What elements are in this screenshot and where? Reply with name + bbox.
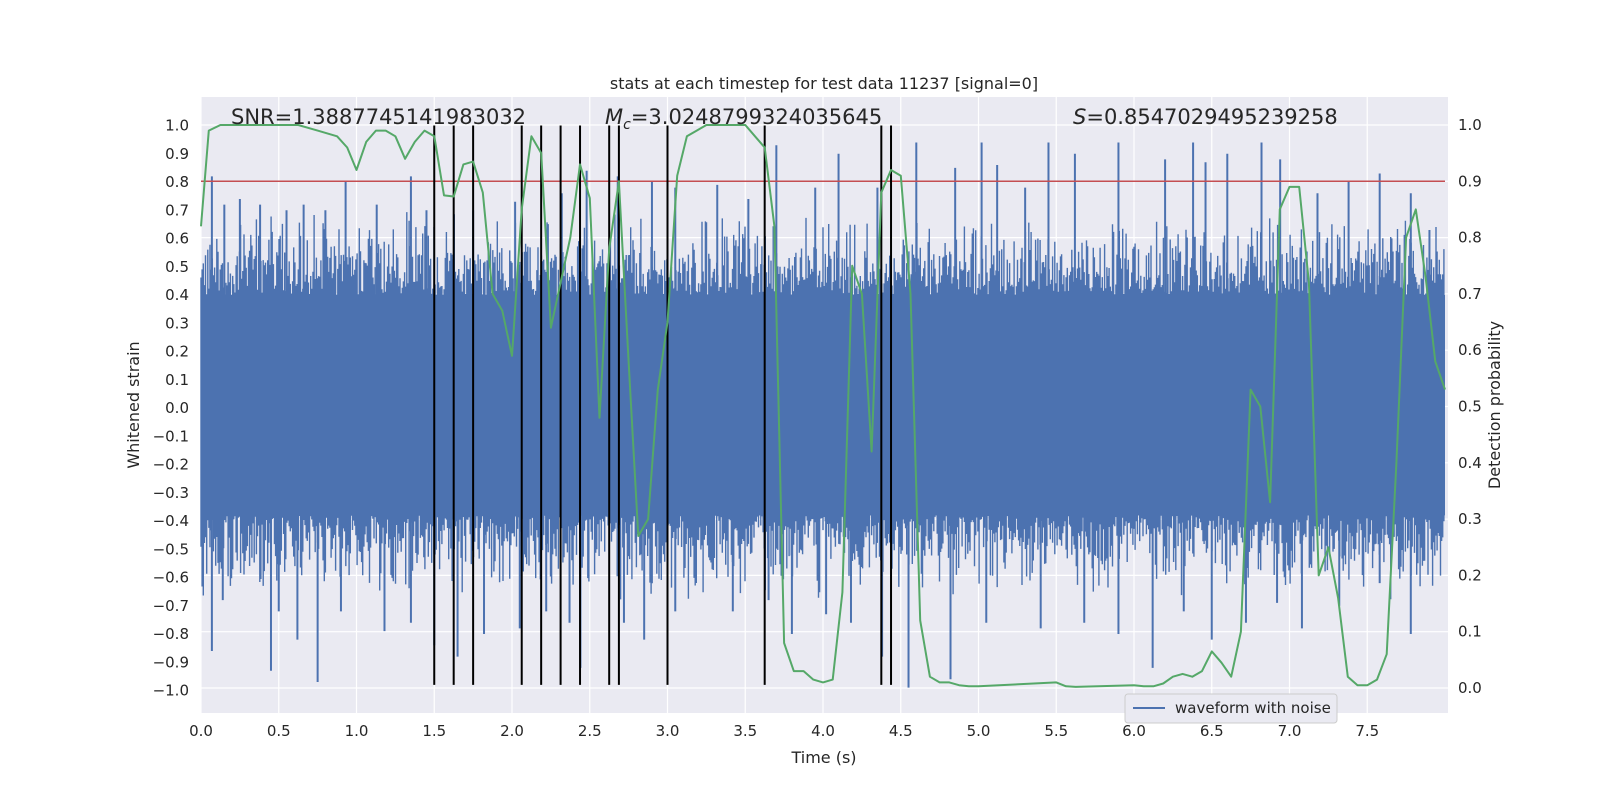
- y2-tick-label: 0.3: [1458, 510, 1482, 528]
- y-tick-label: 0.4: [165, 286, 189, 304]
- y2-tick-label: 0.9: [1458, 172, 1482, 190]
- x-tick-label: 7.5: [1355, 722, 1379, 740]
- y-tick-label: −0.7: [153, 597, 189, 615]
- y-tick-label: −0.3: [153, 484, 189, 502]
- y2-tick-label: 0.5: [1458, 398, 1482, 416]
- y2-tick-label: 0.7: [1458, 285, 1482, 303]
- y-tick-label: −0.1: [153, 427, 189, 445]
- y-tick-label: −0.5: [153, 540, 189, 558]
- s-symbol: S: [1073, 105, 1086, 129]
- x-tick-label: 3.5: [733, 722, 757, 740]
- s-annotation: S=0.8547029495239258: [1073, 105, 1338, 129]
- y2-tick-label: 1.0: [1458, 116, 1482, 134]
- x-tick-label: 1.0: [345, 722, 369, 740]
- legend-box: [1124, 693, 1338, 724]
- x-tick-label: 3.0: [656, 722, 680, 740]
- y-tick-label: 0.9: [165, 145, 189, 163]
- y2-axis-label: Detection probability: [1485, 321, 1504, 489]
- y-tick-label: 0.1: [165, 371, 189, 389]
- legend-label: waveform with noise: [1175, 699, 1331, 717]
- y-axis-label: Whitened strain: [124, 341, 143, 468]
- y-tick-label: 0.6: [165, 230, 189, 248]
- y2-tick-label: 0.2: [1458, 566, 1482, 584]
- legend: waveform with noise: [1124, 693, 1338, 724]
- probability-line: [200, 124, 1446, 688]
- x-tick-label: 1.5: [422, 722, 446, 740]
- x-tick-label: 5.0: [967, 722, 991, 740]
- y2-tick-label: 0.1: [1458, 623, 1482, 641]
- y-tick-label: 0.2: [165, 343, 189, 361]
- y-tick-label: −1.0: [153, 682, 189, 700]
- chirp-mass-subscript: c: [623, 117, 631, 133]
- y-tick-label: 1.0: [165, 117, 189, 135]
- y-tick-label: −0.8: [153, 625, 189, 643]
- x-tick-label: 4.5: [889, 722, 913, 740]
- chirp-mass-symbol: M: [605, 105, 623, 129]
- y-tick-label: 0.5: [165, 258, 189, 276]
- y-tick-label: 0.0: [165, 399, 189, 417]
- x-tick-label: 0.0: [189, 722, 213, 740]
- y2-tick-label: 0.0: [1458, 679, 1482, 697]
- y-tick-label: −0.6: [153, 569, 189, 587]
- snr-annotation: SNR=1.3887745141983032: [231, 105, 526, 129]
- x-tick-label: 7.0: [1278, 722, 1302, 740]
- y-tick-label: 0.7: [165, 201, 189, 219]
- y-tick-label: 0.3: [165, 314, 189, 332]
- x-tick-labels: 0.0 0.5 1.0 1.5 2.0 2.5 3.0 3.5 4.0 4.5 5.0 5.5 6.0 6…: [189, 722, 1379, 740]
- y2-tick-label: 0.8: [1458, 229, 1482, 247]
- x-tick-label: 2.5: [578, 722, 602, 740]
- y-tick-labels: 1.0 0.9 0.8 0.7 0.6 0.5 0.4 0.3 0.2 0.1 0.0 −0.1 −0.…: [153, 117, 189, 700]
- chirp-mass-annotation: Mc=3.0248799324035645: [605, 105, 882, 133]
- y-tick-label: −0.2: [153, 456, 189, 474]
- y-tick-label: −0.4: [153, 512, 189, 530]
- chirp-mass-value: =3.0248799324035645: [631, 105, 882, 129]
- x-tick-label: 6.5: [1200, 722, 1224, 740]
- y2-tick-label: 0.6: [1458, 341, 1482, 359]
- x-tick-label: 6.0: [1122, 722, 1146, 740]
- s-value: =0.8547029495239258: [1086, 105, 1337, 129]
- probability-series: [200, 124, 1446, 688]
- y2-tick-labels: 1.0 0.9 0.8 0.7 0.6 0.5 0.4 0.3 0.2 0.1 0.0: [1458, 116, 1482, 697]
- noise-series: [200, 142, 1445, 688]
- x-tick-label: 2.0: [500, 722, 524, 740]
- x-tick-label: 0.5: [267, 722, 291, 740]
- x-tick-label: 5.5: [1044, 722, 1068, 740]
- chart-title: stats at each timestep for test data 112…: [610, 74, 1038, 93]
- y-tick-label: −0.9: [153, 653, 189, 671]
- y-tick-label: 0.8: [165, 173, 189, 191]
- x-tick-label: 4.0: [811, 722, 835, 740]
- y2-tick-label: 0.4: [1458, 454, 1482, 472]
- x-axis-label: Time (s): [790, 748, 856, 767]
